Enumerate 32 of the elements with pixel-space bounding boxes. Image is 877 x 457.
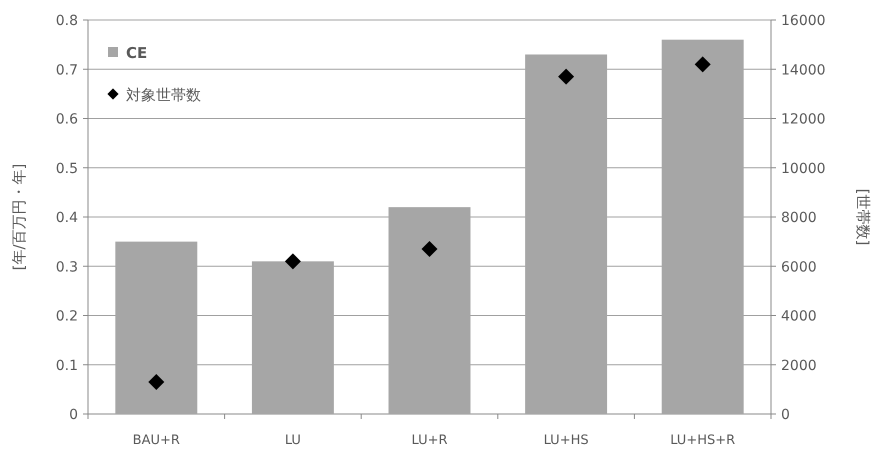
x-tick-label: BAU+R <box>132 433 180 448</box>
y-tick-label: 0.5 <box>56 160 78 177</box>
y-tick-label: 0.6 <box>56 112 78 128</box>
y2-tick-label: 16000 <box>781 13 826 29</box>
y2-tick-label: 14000 <box>781 62 826 78</box>
y2-tick-label: 12000 <box>781 112 826 128</box>
y-tick-label: 0.3 <box>56 259 78 276</box>
legend-label: CE <box>126 44 148 62</box>
y-tick-label: 0.8 <box>56 13 78 29</box>
x-tick-label: LU <box>284 433 301 448</box>
point <box>284 253 301 270</box>
x-tick-label: LU+HS <box>544 433 589 448</box>
point <box>148 374 164 390</box>
point <box>558 68 574 85</box>
point <box>694 56 711 72</box>
y-tick-label: 0.4 <box>56 210 78 226</box>
point <box>422 241 438 258</box>
y2-tick-label: 10000 <box>781 160 826 177</box>
y2-tick-label: 8000 <box>781 210 817 226</box>
x-tick-label: LU+HS+R <box>670 433 736 448</box>
y-tick-label: 0.1 <box>56 358 78 374</box>
y-tick-label: 0.7 <box>56 62 78 78</box>
x-tick-label: LU+R <box>411 433 448 448</box>
y-tick-label: 0 <box>69 407 78 423</box>
y2-tick-label: 6000 <box>781 259 817 276</box>
legend-label: 対象世帯数 <box>126 86 201 104</box>
y2-tick-label: 2000 <box>781 358 817 374</box>
y-tick-label: 0.2 <box>56 308 78 324</box>
y2-tick-label: 4000 <box>781 308 817 324</box>
y-axis-title: [年/百万円・年] <box>10 164 28 270</box>
y2-tick-label: 0 <box>781 407 790 423</box>
y2-axis-title: [世帯数] <box>854 188 872 246</box>
